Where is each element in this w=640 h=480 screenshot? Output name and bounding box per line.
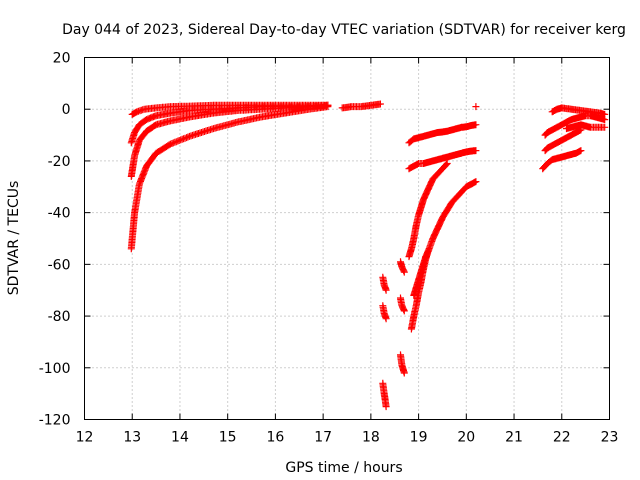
y-tick-label: -60 <box>48 257 71 273</box>
x-tick-label: 15 <box>219 430 237 446</box>
x-tick-label: 14 <box>171 430 189 446</box>
y-tick-label: 20 <box>53 51 71 67</box>
x-tick-label: 18 <box>362 430 380 446</box>
series-arc-10 <box>397 294 408 315</box>
data-point-markers <box>541 126 585 155</box>
series-arc-5 <box>338 100 384 112</box>
data-point-markers <box>397 294 408 315</box>
data-point-markers <box>397 351 408 377</box>
series-arc-22 <box>539 147 585 173</box>
y-tick-label: -40 <box>48 206 71 222</box>
series-arc-6 <box>379 273 390 294</box>
data-point-markers <box>541 112 609 139</box>
series-arc-19 <box>541 112 609 139</box>
y-axis-label: SDTVAR / TECUs <box>6 181 22 296</box>
data-point-markers <box>405 147 480 173</box>
data-point-markers <box>405 121 480 147</box>
data-point-markers <box>563 121 609 133</box>
data-point-markers <box>539 147 585 173</box>
series-arc-20 <box>541 126 585 155</box>
y-tick-label: -120 <box>39 413 71 429</box>
series-arc-17 <box>472 103 480 111</box>
series-arc-18 <box>548 104 609 118</box>
data-point-markers <box>407 178 480 333</box>
x-tick-label: 20 <box>457 430 475 446</box>
series-arc-14 <box>405 160 451 261</box>
x-tick-label: 16 <box>266 430 284 446</box>
data-point-markers <box>379 302 390 323</box>
data-point-markers <box>548 104 609 118</box>
y-tick-label: 0 <box>62 102 71 118</box>
data-point-markers <box>379 273 390 294</box>
x-axis-label: GPS time / hours <box>285 460 402 476</box>
x-tick-label: 21 <box>505 430 523 446</box>
series-arc-11 <box>397 258 408 276</box>
data-markers <box>127 100 609 411</box>
x-tick-label: 23 <box>601 430 619 446</box>
data-point-markers <box>410 247 432 299</box>
series-arc-4 <box>127 103 332 253</box>
axis-ticks: 12 13 14 15 16 17 18 19 20 21 22 23 -120 -100 -80 -60 -4… <box>39 51 619 446</box>
y-tick-label: -20 <box>48 154 71 170</box>
y-tick-label: -100 <box>39 361 71 377</box>
series-arc-8 <box>379 379 390 411</box>
series-arc-9 <box>397 351 408 377</box>
x-tick-label: 12 <box>76 430 94 446</box>
data-point-markers <box>472 103 480 111</box>
data-point-markers <box>338 100 384 112</box>
chart-title: Day 044 of 2023, Sidereal Day-to-day VTE… <box>62 22 626 38</box>
series-arc-21 <box>563 121 609 133</box>
x-tick-label: 17 <box>314 430 332 446</box>
x-tick-label: 19 <box>410 430 428 446</box>
series-arc-15 <box>407 178 480 333</box>
y-tick-label: -80 <box>48 309 71 325</box>
x-tick-label: 13 <box>123 430 141 446</box>
series-arc-13 <box>405 147 480 173</box>
data-point-markers <box>379 379 390 411</box>
data-point-markers <box>405 160 451 261</box>
plot-frame <box>84 57 610 420</box>
series-arc-12 <box>405 121 480 147</box>
x-tick-label: 22 <box>553 430 571 446</box>
series-arc-16 <box>410 247 432 299</box>
data-point-markers <box>397 258 408 276</box>
data-point-markers <box>127 103 332 253</box>
series-arc-7 <box>379 302 390 323</box>
